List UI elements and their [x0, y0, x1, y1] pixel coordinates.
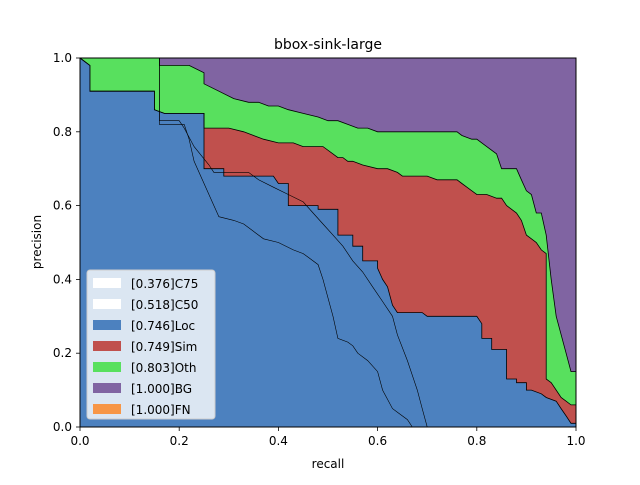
- y-tick-label: 0.2: [53, 346, 72, 360]
- legend-label-c50: [0.518]C50: [131, 298, 198, 312]
- plot-frame: [79, 57, 577, 428]
- c-curves: [80, 57, 576, 428]
- x-tick-label: 0.4: [269, 434, 288, 448]
- legend-swatch-c50: [93, 299, 121, 309]
- y-tick-label: 0.8: [53, 125, 72, 139]
- y-tick-label: 1.0: [53, 51, 72, 65]
- legend-swatch-oth: [93, 362, 121, 372]
- y-tick-label: 0.4: [53, 272, 72, 286]
- y-tick-label: 0.0: [53, 420, 72, 434]
- legend-items: [0.376]C75 [0.518]C50 [0.746]Loc [0.749]Sim…: [93, 277, 198, 417]
- legend-label-c75: [0.376]C75: [131, 277, 198, 291]
- curve-c75: [80, 57, 576, 428]
- legend-label-fn: [1.000]FN: [131, 403, 191, 417]
- legend-label-bg: [1.000]BG: [131, 382, 192, 396]
- x-tick-label: 0.8: [467, 434, 486, 448]
- legend-swatch-bg: [93, 383, 121, 393]
- legend-swatch-c75: [93, 278, 121, 288]
- chart-title: bbox-sink-large: [274, 37, 382, 53]
- legend: [0.376]C75 [0.518]C50 [0.746]Loc [0.749]Sim…: [86, 269, 216, 420]
- legend-label-sim: [0.749]Sim: [131, 340, 197, 354]
- x-axis: 0.0 0.2 0.4 0.6 0.8 1.0: [70, 427, 586, 448]
- edge-oth: [80, 57, 576, 373]
- x-tick-label: 0.6: [368, 434, 387, 448]
- legend-label-loc: [0.746]Loc: [131, 319, 195, 333]
- x-tick-label: 0.2: [170, 434, 189, 448]
- x-axis-label: recall: [312, 457, 345, 471]
- legend-swatch-fn: [93, 404, 121, 414]
- y-axis: 0.0 0.2 0.4 0.6 0.8 1.0: [53, 51, 80, 434]
- x-tick-label: 0.0: [70, 434, 89, 448]
- legend-swatch-sim: [93, 341, 121, 351]
- edge-sim: [79, 57, 576, 406]
- curve-c50: [80, 57, 576, 428]
- y-axis-label: precision: [30, 215, 44, 269]
- legend-swatch-loc: [93, 320, 121, 330]
- legend-label-oth: [0.803]Oth: [131, 361, 196, 375]
- y-tick-label: 0.6: [53, 199, 72, 213]
- x-tick-label: 1.0: [566, 434, 585, 448]
